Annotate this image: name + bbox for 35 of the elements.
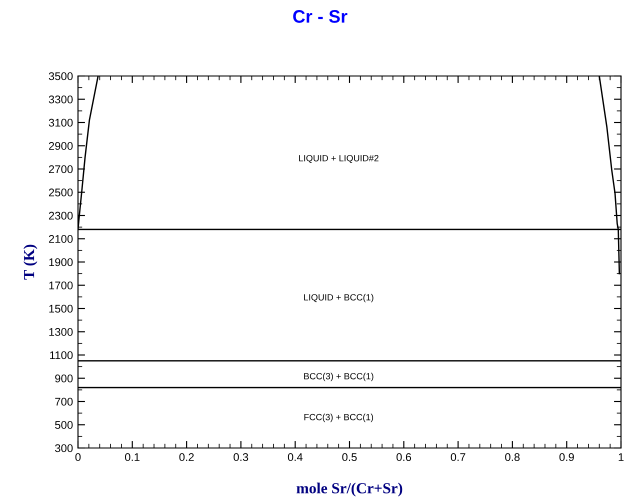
y-tick-label: 1900: [49, 258, 73, 266]
y-tick-label: 1100: [50, 351, 73, 360]
x-tick-label: 0.2: [179, 453, 194, 462]
y-tick-label: 1700: [49, 282, 73, 290]
x-axis-title: mole Sr/(Cr+Sr): [296, 482, 402, 497]
y-tick-label: 3100: [48, 118, 73, 127]
y-tick-label: 900: [55, 374, 73, 382]
annotation: LIQUID + LIQUID#2: [299, 154, 378, 163]
y-tick-label: 500: [55, 421, 73, 429]
y-tick-label: 2300: [48, 212, 73, 220]
x-tick-label: 0.4: [288, 453, 303, 462]
x-tick-label: 0.3: [234, 453, 248, 462]
annotation: LIQUID + BCC(1): [304, 294, 374, 302]
y-tick-label: 3300: [48, 96, 73, 104]
x-tick-label: 0: [75, 453, 81, 462]
x-tick-label: 0.7: [450, 453, 466, 462]
x-tick-label: 0.8: [505, 453, 520, 462]
y-tick-label: 2700: [48, 165, 73, 174]
chart-title: Cr - Sr: [293, 10, 348, 23]
x-tick-label: 1: [618, 453, 624, 461]
x-tick-label: 0.6: [396, 453, 412, 462]
x-tick-label: 0.9: [559, 453, 574, 462]
y-tick-label: 2100: [48, 235, 73, 243]
x-tick-label: 0.5: [342, 453, 357, 462]
y-tick-label: 700: [55, 398, 73, 406]
y-axis-title: T (K): [23, 244, 38, 280]
y-tick-label: 3500: [48, 72, 73, 80]
y-tick-label: 2500: [48, 188, 73, 196]
y-tick-label: 300: [55, 444, 73, 452]
annotation: FCC(3) + BCC(1): [304, 414, 374, 422]
x-tick-label: 0.1: [125, 453, 140, 462]
y-tick-label: 1300: [49, 328, 73, 336]
annotation: BCC(3) + BCC(1): [304, 372, 374, 382]
y-tick-label: 1500: [49, 304, 73, 313]
y-tick-label: 2900: [48, 142, 73, 150]
